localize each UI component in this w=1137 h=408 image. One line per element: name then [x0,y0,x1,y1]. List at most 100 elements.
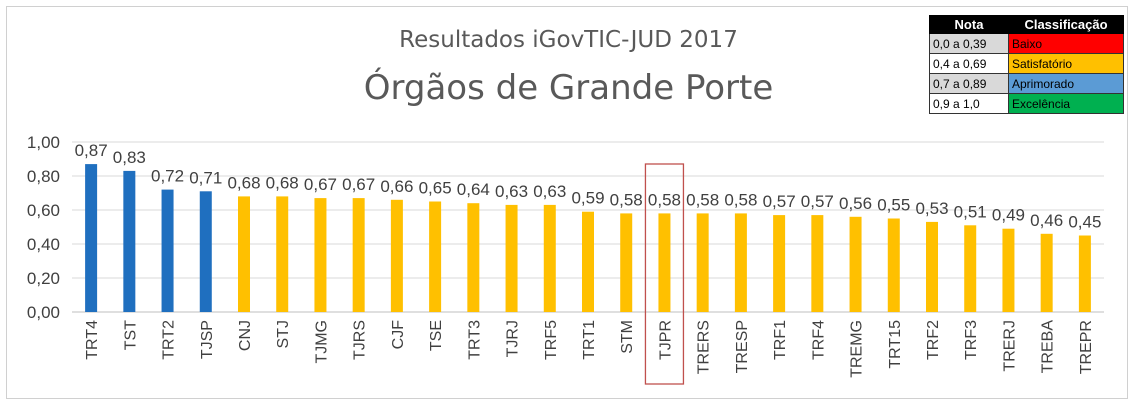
bar-value-label: 0,56 [839,194,872,213]
legend-header-nota: Nota [929,15,1009,34]
bar-value-label: 0,58 [610,190,643,209]
bar-value-label: 0,46 [1030,211,1063,230]
x-tick-label: TRF3 [963,320,980,360]
x-tick-label: TRF5 [543,320,560,360]
bar [314,198,327,312]
bar [620,213,633,312]
bar [161,189,174,312]
bar [1002,228,1015,312]
bar [849,216,862,312]
bar-value-label: 0,45 [1068,213,1101,232]
bar-value-label: 0,57 [801,192,834,211]
bar-value-label: 0,63 [495,182,528,201]
y-tick-label: 1,00 [27,133,60,152]
x-tick-label: TRERJ [1001,320,1018,372]
legend-class: Aprimorado [1008,73,1124,94]
bar [696,213,709,312]
y-tick-label: 0,60 [27,201,60,220]
x-tick-label: TJMG [313,320,330,364]
bar-value-label: 0,57 [763,192,796,211]
x-tick-label: TJRJ [505,320,522,357]
bar-value-label: 0,67 [304,175,337,194]
bar [467,203,480,312]
bar [123,170,136,312]
x-tick-label: TRT1 [581,320,598,360]
legend-row-aprimorado: 0,7 a 0,89 Aprimorado [929,73,1124,94]
chart-frame [6,6,1128,399]
bar [199,191,212,312]
chart-subtitle: Órgãos de Grande Porte [363,68,774,108]
classification-legend: Nota Classificação 0,0 a 0,39 Baixo 0,4 … [929,15,1124,114]
x-tick-label: TRT2 [161,320,178,360]
x-tick-label: TST [122,320,139,350]
x-tick-label: TRESP [734,320,751,373]
x-tick-label: TRT3 [466,320,483,360]
legend-range: 0,9 a 1,0 [929,93,1009,114]
x-tick-label: TSE [428,320,445,351]
bar-value-label: 0,68 [266,173,299,192]
bar [811,215,824,312]
y-tick-label: 0,20 [27,269,60,288]
x-tick-label: TRF1 [772,320,789,360]
x-tick-label: CNJ [237,320,254,351]
legend-row-baixo: 0,0 a 0,39 Baixo [929,33,1124,54]
x-tick-label: TREBA [1040,320,1057,374]
legend-range: 0,0 a 0,39 [929,33,1009,54]
y-tick-label: 0,80 [27,167,60,186]
bar [582,211,594,312]
legend-class: Excelência [1008,93,1124,114]
x-tick-label: TJRS [352,320,369,360]
bar [658,213,671,312]
y-tick-label: 0,40 [27,235,60,254]
bar-value-label: 0,67 [342,175,375,194]
legend-range: 0,7 a 0,89 [929,73,1009,94]
x-tick-label: TRERS [696,320,713,374]
bar [543,204,556,312]
legend-row-excelencia: 0,9 a 1,0 Excelência [929,93,1124,114]
legend-range: 0,4 a 0,69 [929,53,1009,74]
bar-value-label: 0,58 [648,190,681,209]
bar [773,215,786,312]
bar-value-label: 0,64 [457,180,490,199]
x-tick-label: TJSP [199,320,216,359]
bar-value-label: 0,87 [75,141,108,160]
legend-class: Satisfatório [1008,53,1124,74]
bar [1078,235,1091,312]
x-tick-label: STM [619,320,636,354]
bar-value-label: 0,53 [915,199,948,218]
legend-header-classificacao: Classificação [1008,15,1124,34]
legend-class: Baixo [1008,33,1124,54]
bar [390,199,403,312]
x-tick-label: TRT15 [887,320,904,369]
bar [734,213,747,312]
bar-value-label: 0,63 [533,182,566,201]
x-tick-label: TRF2 [925,320,942,360]
bar-value-label: 0,59 [571,189,604,208]
bar-value-label: 0,83 [113,148,146,167]
y-tick-label: 0,00 [27,303,60,322]
highlight-box [644,163,685,385]
x-tick-label: TREPR [1078,320,1095,374]
x-tick-label: STJ [275,320,292,348]
bar-value-label: 0,49 [992,206,1025,225]
bar-value-label: 0,65 [419,179,452,198]
bar [964,225,977,312]
bar-value-label: 0,58 [724,190,757,209]
bar-value-label: 0,58 [686,190,719,209]
bar [926,221,938,312]
bar-value-label: 0,51 [954,202,987,221]
x-tick-label: TJPR [657,320,674,360]
bar-value-label: 0,55 [877,196,910,215]
bar [429,201,442,312]
legend-row-satisfatorio: 0,4 a 0,69 Satisfatório [929,53,1124,74]
bar [352,198,365,312]
x-tick-label: TREMG [849,320,866,378]
bar-value-label: 0,72 [151,167,184,186]
bar [85,164,98,312]
bar-value-label: 0,66 [380,177,413,196]
x-tick-label: CJF [390,320,407,350]
bar-value-label: 0,68 [227,173,260,192]
chart-title: Resultados iGovTIC-JUD 2017 [399,27,738,53]
bar [887,218,900,312]
